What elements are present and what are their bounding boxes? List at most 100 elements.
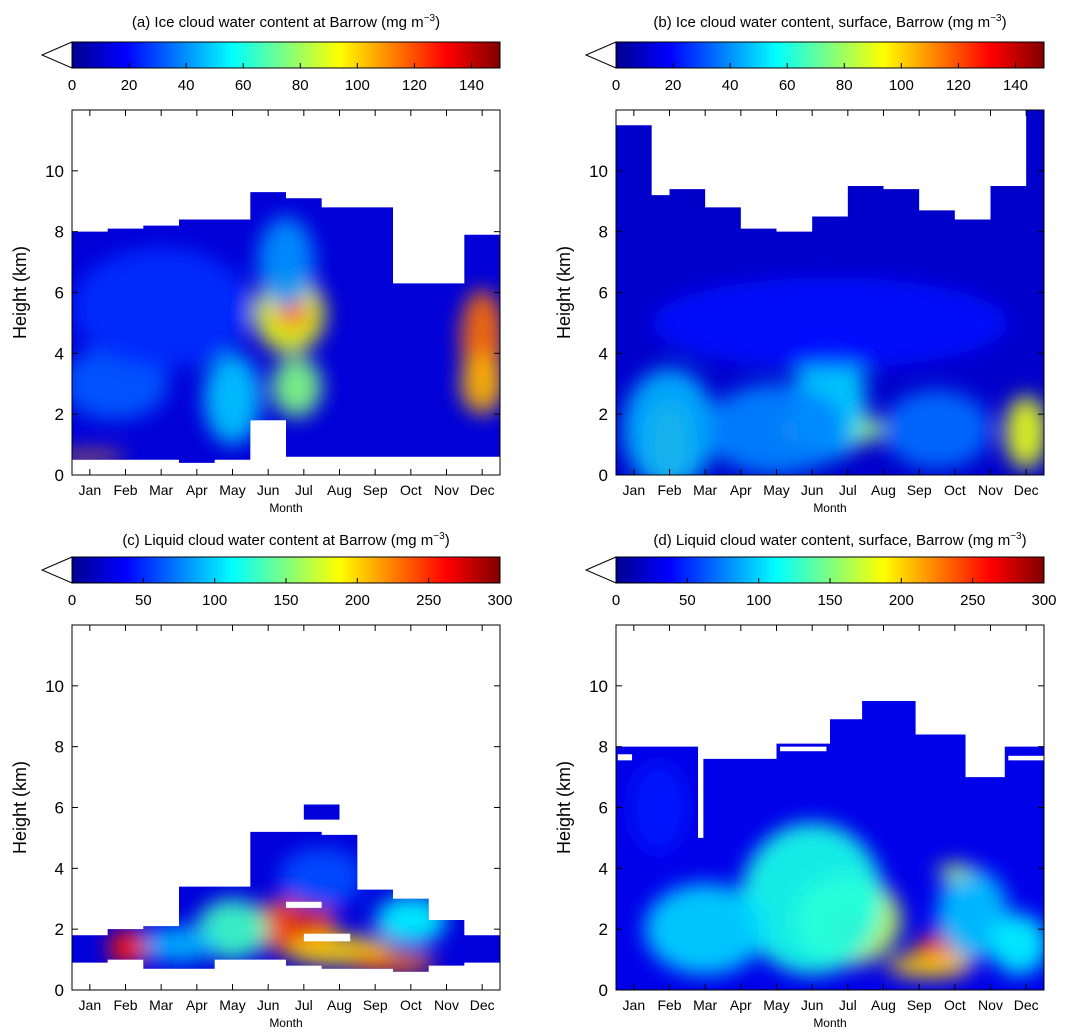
heatmap-feature bbox=[72, 246, 251, 369]
heatmap-feature bbox=[644, 883, 766, 975]
x-tick-label: Aug bbox=[327, 482, 352, 498]
heatmap-feature bbox=[990, 913, 1044, 975]
x-tick-label: Feb bbox=[657, 482, 681, 498]
x-tick-label: Jan bbox=[623, 997, 646, 1013]
x-tick-label: Apr bbox=[730, 997, 752, 1013]
heatmap-feature bbox=[107, 929, 151, 966]
x-tick-label: Jan bbox=[79, 997, 102, 1013]
colorbar-tick-label: 140 bbox=[1003, 77, 1028, 94]
colorbar-tick-label: 100 bbox=[746, 592, 771, 609]
colorbar-extend-min-triangle bbox=[40, 556, 73, 584]
colorbar-tick-label: 300 bbox=[1031, 592, 1056, 609]
x-tick-label: Aug bbox=[871, 997, 896, 1013]
panel-a-colorbar: 0 20 40 60 80 100 120 140 bbox=[40, 41, 501, 94]
panel-b-ice-cloud-water-content-surface: (b) Ice cloud water content, surface, Ba… bbox=[554, 13, 1045, 515]
heatmap-feature bbox=[278, 847, 365, 908]
heatmap-feature bbox=[740, 822, 884, 975]
heatmap-feature bbox=[203, 353, 262, 445]
colorbar-tick-label: 50 bbox=[679, 592, 696, 609]
colorbar-tick-label: 120 bbox=[946, 77, 971, 94]
x-tick-label: Sep bbox=[907, 482, 932, 498]
x-tick-label: Sep bbox=[363, 482, 388, 498]
x-tick-label: Jan bbox=[623, 482, 646, 498]
y-axis-label: Height (km) bbox=[10, 246, 30, 339]
y-tick-label: 2 bbox=[599, 405, 608, 424]
y-tick-label: 10 bbox=[45, 162, 64, 181]
missing-data-gap bbox=[1008, 755, 1044, 761]
panel-d-title: (d) Liquid cloud water content, surface,… bbox=[653, 531, 1026, 549]
panel-a-ice-cloud-water-content: (a) Ice cloud water content at Barrow (m… bbox=[10, 13, 501, 515]
x-tick-label: Jun bbox=[257, 482, 280, 498]
colorbar-tick-label: 60 bbox=[235, 77, 252, 94]
x-tick-label: Apr bbox=[186, 482, 208, 498]
missing-data-gap bbox=[617, 754, 633, 761]
colorbar-gradient bbox=[615, 41, 1045, 69]
x-tick-label: Jul bbox=[839, 482, 857, 498]
heatmap-feature bbox=[651, 277, 1009, 369]
panel-b-colorbar: 0 20 40 60 80 100 120 140 bbox=[584, 41, 1045, 94]
colorbar-extend-min-triangle bbox=[40, 41, 73, 69]
heatmap-feature bbox=[883, 389, 991, 469]
colorbar-tick-label: 0 bbox=[612, 592, 620, 609]
x-tick-label: Feb bbox=[113, 482, 137, 498]
colorbar-extend-min-triangle bbox=[584, 41, 617, 69]
y-tick-label: 4 bbox=[599, 344, 608, 363]
heatmap-feature bbox=[289, 904, 326, 930]
heatmap-feature bbox=[887, 953, 973, 978]
x-axis-label: Month bbox=[269, 501, 302, 515]
heatmap-field bbox=[616, 701, 1044, 990]
x-tick-label: Jul bbox=[295, 997, 313, 1013]
x-tick-label: Mar bbox=[149, 997, 173, 1013]
heatmap-feature bbox=[460, 353, 501, 415]
x-tick-label: Jul bbox=[839, 997, 857, 1013]
y-tick-label: 2 bbox=[599, 920, 608, 939]
heatmap-feature bbox=[143, 926, 215, 963]
x-tick-label: Mar bbox=[693, 997, 717, 1013]
panel-d-heatmap: 0 2 4 6 8 10 Jan Feb Mar Apr May Jun Jul Aug Sep Oct Nov… bbox=[554, 624, 1045, 1030]
x-tick-label: Feb bbox=[113, 997, 137, 1013]
colorbar-tick-label: 0 bbox=[68, 592, 76, 609]
panel-d-liquid-cloud-water-content-surface: (d) Liquid cloud water content, surface,… bbox=[554, 531, 1057, 1030]
panel-c-colorbar: 0 50 100 150 200 250 300 bbox=[40, 556, 513, 609]
x-tick-label: Oct bbox=[400, 482, 422, 498]
x-axis-label: Month bbox=[269, 1016, 302, 1030]
y-tick-label: 6 bbox=[55, 799, 64, 818]
y-tick-label: 6 bbox=[599, 799, 608, 818]
heatmap-feature bbox=[937, 863, 973, 879]
x-tick-label: Jul bbox=[295, 482, 313, 498]
x-tick-label: Jun bbox=[801, 482, 824, 498]
x-tick-label: Aug bbox=[871, 482, 896, 498]
y-tick-label: 0 bbox=[55, 466, 64, 485]
missing-data-gap bbox=[303, 933, 351, 942]
panel-a-heatmap: 0 2 4 6 8 10 Jan Feb Mar Apr May Jun Jul Aug Sep Oct Nov… bbox=[10, 109, 501, 515]
x-tick-label: Jun bbox=[801, 997, 824, 1013]
x-tick-label: May bbox=[219, 997, 245, 1013]
x-tick-label: Nov bbox=[434, 482, 459, 498]
colorbar-tick-label: 120 bbox=[402, 77, 427, 94]
colorbar-tick-label: 20 bbox=[665, 77, 682, 94]
x-tick-label: Oct bbox=[944, 482, 966, 498]
x-tick-label: Oct bbox=[944, 997, 966, 1013]
colorbar-tick-label: 80 bbox=[292, 77, 309, 94]
y-tick-label: 10 bbox=[45, 677, 64, 696]
x-tick-label: Mar bbox=[149, 482, 173, 498]
y-axis-label: Height (km) bbox=[554, 246, 574, 339]
y-tick-label: 8 bbox=[55, 223, 64, 242]
panel-b-title: (b) Ice cloud water content, surface, Ba… bbox=[653, 13, 1006, 31]
x-tick-label: Nov bbox=[434, 997, 459, 1013]
missing-data-gap bbox=[780, 746, 827, 752]
y-tick-label: 2 bbox=[55, 405, 64, 424]
heatmap-feature bbox=[630, 761, 688, 854]
colorbar-tick-label: 60 bbox=[779, 77, 796, 94]
x-tick-label: Dec bbox=[1014, 482, 1039, 498]
panel-b-heatmap: 0 2 4 6 8 10 Jan Feb Mar Apr May Jun Jul Aug Sep Oct Nov… bbox=[554, 109, 1045, 515]
heatmap-field bbox=[72, 804, 500, 972]
x-tick-label: May bbox=[219, 482, 245, 498]
panel-a-title: (a) Ice cloud water content at Barrow (m… bbox=[132, 13, 440, 31]
panel-d-colorbar: 0 50 100 150 200 250 300 bbox=[584, 556, 1057, 609]
heatmap-feature bbox=[72, 452, 126, 462]
x-tick-label: Mar bbox=[693, 482, 717, 498]
y-tick-label: 4 bbox=[599, 859, 608, 878]
y-tick-label: 10 bbox=[589, 162, 608, 181]
